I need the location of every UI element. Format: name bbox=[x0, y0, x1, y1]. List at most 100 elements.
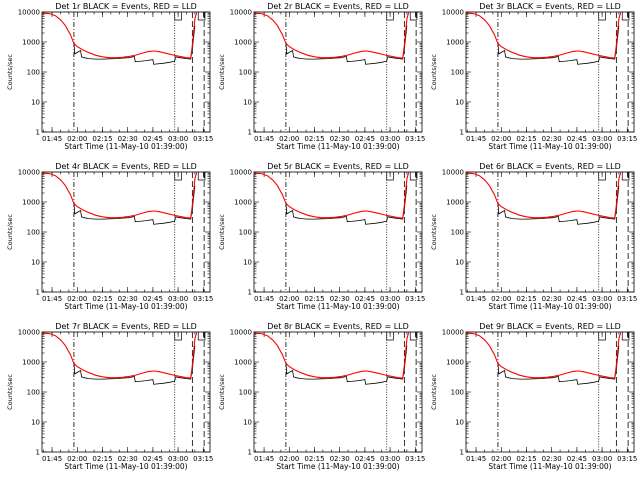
panel-7: Det 7r BLACK = Events, RED = LLD 1 10 100 10… bbox=[6, 322, 213, 471]
series-group bbox=[466, 172, 622, 225]
panel-6: Det 6r BLACK = Events, RED = LLD 1 10 100 10… bbox=[430, 162, 637, 311]
y-tick-label: 100 bbox=[27, 69, 40, 77]
saa-marker bbox=[621, 172, 630, 181]
y-tick-label: 100 bbox=[239, 389, 252, 397]
x-tick-label: 03:15 bbox=[617, 295, 637, 303]
panel-title: Det 8r BLACK = Events, RED = LLD bbox=[267, 322, 409, 331]
x-tick-label: 03:00 bbox=[168, 455, 188, 463]
x-tick-label: 01:45 bbox=[42, 135, 62, 143]
plot-frame bbox=[253, 11, 423, 133]
y-tick-label: 10 bbox=[455, 99, 464, 107]
plot-frame bbox=[465, 331, 635, 453]
x-tick-label: 02:45 bbox=[143, 295, 163, 303]
saa-marker bbox=[409, 172, 418, 181]
y-tick-label: 1000 bbox=[22, 39, 40, 47]
x-tick-label: 01:45 bbox=[254, 295, 274, 303]
series-group bbox=[42, 12, 198, 65]
y-axis-title: Counts/sec bbox=[430, 214, 438, 250]
saa-marker bbox=[386, 332, 394, 341]
x-tick-label: 02:30 bbox=[542, 295, 562, 303]
x-tick-label: 03:00 bbox=[168, 295, 188, 303]
x-tick-label: 02:30 bbox=[330, 295, 350, 303]
x-tick-label: 03:00 bbox=[380, 455, 400, 463]
x-tick-label: 02:30 bbox=[330, 455, 350, 463]
y-tick-label: 1000 bbox=[234, 39, 252, 47]
x-axis-title: Start Time (11-May-10 01:39:00) bbox=[276, 142, 399, 151]
x-tick-label: 02:00 bbox=[491, 135, 511, 143]
x-tick-label: 01:45 bbox=[466, 295, 486, 303]
x-tick-label: 03:15 bbox=[405, 295, 425, 303]
x-tick-label: 02:15 bbox=[92, 295, 112, 303]
y-tick-label: 1 bbox=[460, 449, 464, 457]
x-tick-label: 02:45 bbox=[143, 455, 163, 463]
x-tick-label: 03:00 bbox=[380, 135, 400, 143]
panel-2: Det 2r BLACK = Events, RED = LLD 1 10 100 10… bbox=[218, 2, 425, 151]
y-tick-label: 1000 bbox=[234, 359, 252, 367]
events-series-line bbox=[497, 345, 620, 385]
x-tick-label: 02:30 bbox=[330, 135, 350, 143]
y-tick-label: 10000 bbox=[18, 329, 40, 337]
x-tick-label: 03:15 bbox=[617, 135, 637, 143]
plot-frame bbox=[253, 331, 423, 453]
panel-title: Det 5r BLACK = Events, RED = LLD bbox=[267, 162, 409, 171]
events-series-line bbox=[73, 185, 196, 225]
y-tick-label: 100 bbox=[451, 389, 464, 397]
x-tick-label: 01:45 bbox=[466, 455, 486, 463]
lld-series-line bbox=[466, 12, 622, 59]
panel-5: Det 5r BLACK = Events, RED = LLD 1 10 100 10… bbox=[218, 162, 425, 311]
plot-frame bbox=[465, 171, 635, 293]
saa-marker bbox=[197, 172, 206, 181]
x-tick-label: 02:00 bbox=[67, 455, 87, 463]
y-tick-label: 1000 bbox=[446, 199, 464, 207]
y-tick-label: 100 bbox=[451, 229, 464, 237]
saa-marker bbox=[598, 172, 606, 181]
saa-marker bbox=[409, 12, 418, 21]
x-axis-title: Start Time (11-May-10 01:39:00) bbox=[488, 462, 611, 471]
x-tick-label: 03:15 bbox=[193, 295, 213, 303]
lld-series-line bbox=[254, 172, 410, 219]
plot-frame bbox=[465, 11, 635, 133]
y-tick-label: 10 bbox=[31, 259, 40, 267]
y-tick-label: 1000 bbox=[22, 199, 40, 207]
x-tick-label: 02:15 bbox=[516, 295, 536, 303]
panel-1: Det 1r BLACK = Events, RED = LLD 1 10 100 10… bbox=[6, 2, 213, 151]
x-tick-label: 03:15 bbox=[193, 455, 213, 463]
x-tick-label: 02:45 bbox=[567, 135, 587, 143]
x-tick-label: 02:00 bbox=[279, 295, 299, 303]
y-tick-label: 10 bbox=[455, 259, 464, 267]
y-tick-label: 10000 bbox=[230, 169, 252, 177]
panel-8: Det 8r BLACK = Events, RED = LLD 1 10 100 10… bbox=[218, 322, 425, 471]
y-tick-label: 10000 bbox=[18, 169, 40, 177]
series-group bbox=[42, 172, 198, 225]
saa-marker bbox=[598, 332, 606, 341]
events-series-line bbox=[73, 25, 196, 65]
y-tick-label: 1 bbox=[460, 129, 464, 137]
x-tick-label: 02:00 bbox=[491, 455, 511, 463]
x-tick-label: 01:45 bbox=[466, 135, 486, 143]
y-axis-title: Counts/sec bbox=[6, 374, 14, 410]
x-axis-title: Start Time (11-May-10 01:39:00) bbox=[488, 302, 611, 311]
y-tick-label: 10000 bbox=[442, 329, 464, 337]
y-axis-title: Counts/sec bbox=[218, 214, 226, 250]
y-axis-title: Counts/sec bbox=[218, 374, 226, 410]
saa-marker bbox=[197, 12, 206, 21]
panel-title: Det 6r BLACK = Events, RED = LLD bbox=[479, 162, 621, 171]
panel-title: Det 2r BLACK = Events, RED = LLD bbox=[267, 2, 409, 11]
lld-series-line bbox=[466, 172, 622, 219]
y-tick-label: 10 bbox=[455, 419, 464, 427]
plot-frame bbox=[41, 171, 211, 293]
y-tick-label: 10000 bbox=[230, 9, 252, 17]
saa-marker bbox=[386, 172, 394, 181]
events-series-line bbox=[285, 345, 408, 385]
saa-marker bbox=[197, 332, 206, 341]
x-tick-label: 01:45 bbox=[254, 135, 274, 143]
plot-frame bbox=[253, 171, 423, 293]
y-tick-label: 10000 bbox=[230, 329, 252, 337]
y-tick-label: 10 bbox=[31, 419, 40, 427]
x-tick-label: 01:45 bbox=[42, 295, 62, 303]
x-axis-title: Start Time (11-May-10 01:39:00) bbox=[276, 462, 399, 471]
x-tick-label: 03:15 bbox=[405, 135, 425, 143]
y-tick-label: 10 bbox=[243, 99, 252, 107]
lld-series-line bbox=[42, 12, 198, 59]
